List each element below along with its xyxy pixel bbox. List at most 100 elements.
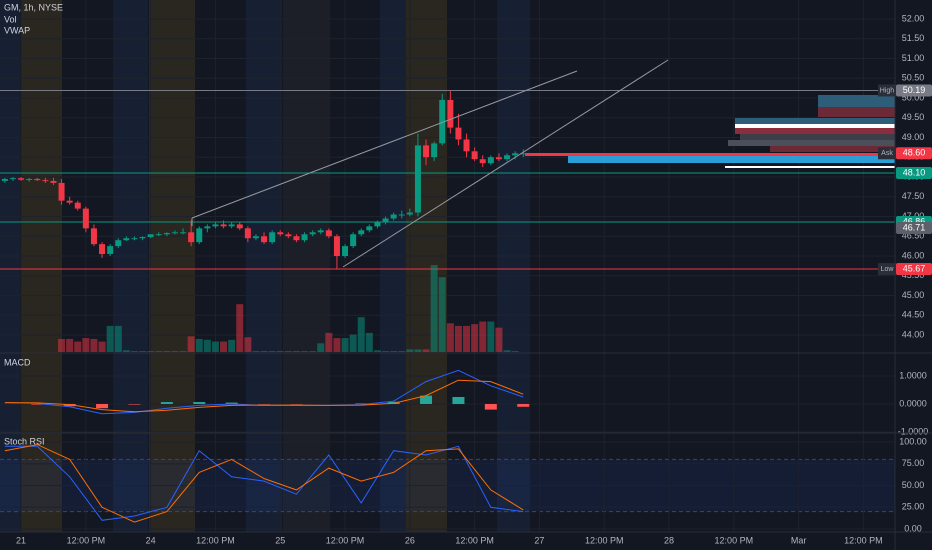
candle-body: [309, 232, 316, 235]
candle-body: [9, 178, 16, 180]
volume-bar: [292, 351, 300, 352]
candle-body: [147, 234, 154, 238]
volume-profile: [525, 95, 895, 168]
volume-bar: [309, 351, 317, 352]
volume-bar: [252, 351, 260, 352]
symbol-title: GM, 1h, NYSE: [4, 2, 63, 12]
afterhours-band: [246, 0, 282, 532]
candle-body: [495, 157, 502, 160]
candle-body: [293, 236, 300, 241]
candle-body: [261, 236, 268, 243]
y-tick-label: 49.00: [902, 132, 925, 142]
volume-bar: [82, 338, 90, 352]
volume-bar: [373, 350, 381, 352]
y-tick-label: -1.0000: [898, 426, 929, 436]
y-tick-label: 50.50: [902, 73, 925, 83]
candle-body: [74, 202, 81, 209]
premarket-band: [283, 0, 330, 532]
volume-bar: [106, 325, 114, 352]
price-tag-label: 50.19: [903, 85, 926, 95]
y-tick-label: 45.50: [902, 270, 925, 280]
candle-body: [180, 232, 187, 234]
candle-body: [244, 228, 251, 239]
volume-bar: [398, 351, 406, 352]
volume-bar: [203, 339, 211, 352]
volume-bar: [114, 325, 122, 352]
candle-body: [99, 244, 106, 255]
macd-histogram-bar: [355, 403, 368, 404]
y-tick-label: 0.0000: [899, 398, 927, 408]
volume-bar: [503, 350, 511, 352]
volume-bar: [130, 351, 138, 352]
y-tick-label: 45.00: [902, 290, 925, 300]
price-tag: [896, 84, 932, 97]
macd-histogram-bar: [452, 397, 465, 404]
signal-line: [4, 379, 524, 413]
price-tag: [896, 167, 932, 180]
macd-histogram-bar: [96, 404, 109, 409]
candle-body: [269, 232, 276, 243]
volume-bar: [155, 351, 163, 352]
profile-bar: [735, 124, 895, 128]
volume-bar: [122, 350, 130, 352]
candle-body: [277, 232, 284, 235]
candle-body: [34, 178, 41, 181]
price-tag-label: 45.67: [903, 263, 926, 273]
price-tag-label: 46.86: [903, 216, 926, 226]
profile-bar: [728, 140, 895, 146]
price-tag: [896, 147, 932, 160]
x-tick-label: 27: [534, 535, 544, 545]
volume-bar: [341, 338, 349, 352]
y-tick-label: 25.00: [902, 502, 925, 512]
y-tick-label: 47.50: [902, 191, 925, 201]
profile-bar: [735, 118, 895, 124]
x-tick-label: 12:00 PM: [455, 535, 494, 545]
vwap-legend: VWAP: [4, 25, 30, 35]
afterhours-band: [113, 0, 148, 532]
premarket-band: [21, 0, 62, 532]
volume-bar: [365, 332, 373, 352]
candle-body: [220, 224, 227, 227]
y-tick-label: 50.00: [902, 92, 925, 102]
volume-legend: Vol: [4, 14, 17, 24]
volume-bar: [495, 327, 503, 352]
macd-histogram-bar: [63, 404, 76, 407]
y-tick-label: 100.00: [899, 436, 927, 446]
candle-body: [123, 238, 130, 241]
candle-body: [301, 234, 308, 241]
candle-body: [171, 232, 178, 234]
candle-body: [228, 224, 235, 227]
candle-body: [431, 143, 438, 158]
volume-bar: [268, 351, 276, 352]
volume-bar: [179, 351, 187, 352]
x-tick-label: 12:00 PM: [67, 535, 106, 545]
profile-bar: [770, 146, 895, 152]
volume-bar: [220, 341, 228, 352]
volume-bar: [487, 321, 495, 352]
y-tick-label: 51.00: [902, 53, 925, 63]
volume-bar: [325, 332, 333, 352]
x-tick-label: 12:00 PM: [844, 535, 883, 545]
k-line: [4, 445, 524, 521]
y-tick-label: 44.00: [902, 329, 925, 339]
x-tick-label: 24: [146, 535, 156, 545]
y-tick-label: 0.00: [904, 523, 922, 533]
y-tick-label: 47.00: [902, 211, 925, 221]
session-shading: [0, 0, 530, 532]
x-tick-label: 26: [405, 535, 415, 545]
candle-body: [374, 222, 381, 227]
volume-bar: [147, 351, 155, 352]
y-tick-label: 49.50: [902, 112, 925, 122]
volume-bar: [236, 304, 244, 352]
x-tick-label: 12:00 PM: [585, 535, 624, 545]
candle-body: [26, 178, 33, 180]
candle-body: [366, 226, 373, 231]
candle-body: [285, 234, 292, 237]
candle-body: [504, 155, 511, 160]
candle-body: [463, 139, 470, 152]
grid: [0, 0, 895, 532]
price-tag-name: Low: [881, 266, 895, 273]
volume-bar: [430, 265, 438, 352]
macd-legend: MACD: [4, 357, 31, 367]
